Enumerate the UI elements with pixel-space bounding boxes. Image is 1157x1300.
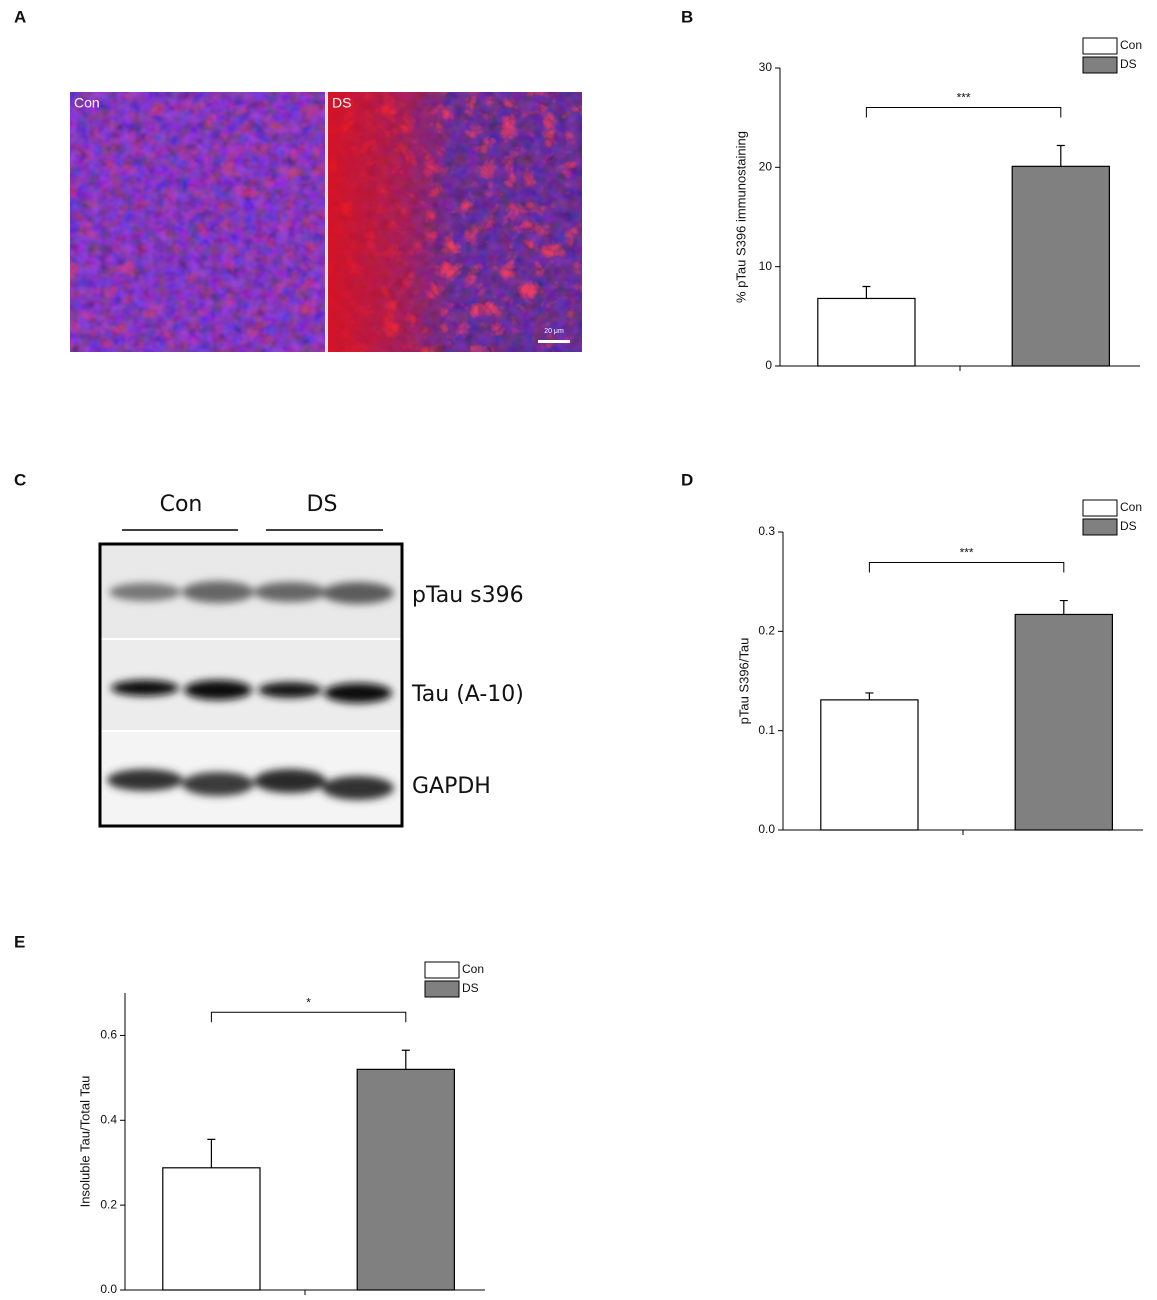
bar — [820, 699, 919, 831]
panel-label: C — [14, 470, 26, 489]
significance-bracket — [868, 562, 1065, 573]
error-bar — [207, 1138, 216, 1168]
western-blot — [98, 529, 404, 828]
panel-label: E — [14, 932, 25, 951]
legend-label: Con — [1120, 500, 1142, 514]
blot-band-label: pTau s396 — [412, 583, 524, 608]
y-tick-label: 0.2 — [100, 1197, 117, 1211]
error-bar — [1056, 144, 1065, 167]
error-bar — [865, 692, 874, 700]
y-tick-label: 0.4 — [100, 1112, 117, 1126]
legend-swatch — [1082, 499, 1118, 517]
legend-label: DS — [1120, 57, 1137, 71]
blot-group: DS — [307, 492, 338, 517]
bar — [1014, 613, 1114, 831]
y-tick-label: 20 — [759, 160, 773, 174]
legend-label: DS — [462, 981, 479, 995]
bar — [1011, 165, 1111, 367]
y-tick-label: 10 — [759, 259, 773, 273]
image-label: Con — [74, 95, 100, 111]
blot-band-label: Tau (A-10) — [411, 682, 524, 707]
y-axis-label: pTau S396/Tau — [736, 638, 751, 725]
significance-bracket — [865, 106, 1062, 118]
legend-label: Con — [462, 962, 484, 976]
blot-group: Con — [160, 492, 203, 517]
error-bar — [401, 1049, 410, 1070]
panel-label: B — [681, 7, 693, 26]
significance-label: *** — [957, 91, 971, 105]
legend-swatch — [424, 961, 460, 979]
bar — [162, 1167, 261, 1291]
blot-band-label: GAPDH — [412, 774, 491, 799]
y-tick-label: 0.0 — [100, 1282, 117, 1296]
significance-label: *** — [960, 546, 974, 560]
legend-swatch — [1082, 518, 1118, 536]
y-tick-label: 0.2 — [758, 624, 775, 638]
y-tick-label: 0 — [765, 358, 772, 372]
panel-label: A — [14, 7, 26, 26]
y-tick-label: 0.0 — [758, 822, 775, 836]
legend-swatch — [424, 980, 460, 998]
panel-label: D — [681, 470, 693, 489]
y-tick-label: 0.6 — [100, 1028, 117, 1042]
legend-label: Con — [1120, 38, 1142, 52]
bar — [356, 1068, 456, 1291]
legend-label: DS — [1120, 519, 1137, 533]
significance-bracket — [210, 1011, 407, 1023]
y-axis-label: Insoluble Tau/Total Tau — [77, 1076, 92, 1208]
legend-swatch — [1082, 37, 1118, 55]
scale-bar-label: 20 μm — [544, 328, 564, 335]
error-bar — [862, 285, 871, 299]
y-tick-label: 30 — [759, 60, 773, 74]
legend-swatch — [1082, 56, 1118, 74]
y-tick-label: 0.3 — [758, 524, 775, 538]
image-label: DS — [332, 95, 351, 111]
y-tick-label: 0.1 — [758, 723, 775, 737]
y-axis-label: % pTau S396 immunostaining — [733, 131, 748, 303]
micrograph — [70, 92, 582, 352]
significance-label: * — [306, 995, 311, 1009]
bar — [817, 297, 916, 367]
error-bar — [1059, 599, 1068, 615]
